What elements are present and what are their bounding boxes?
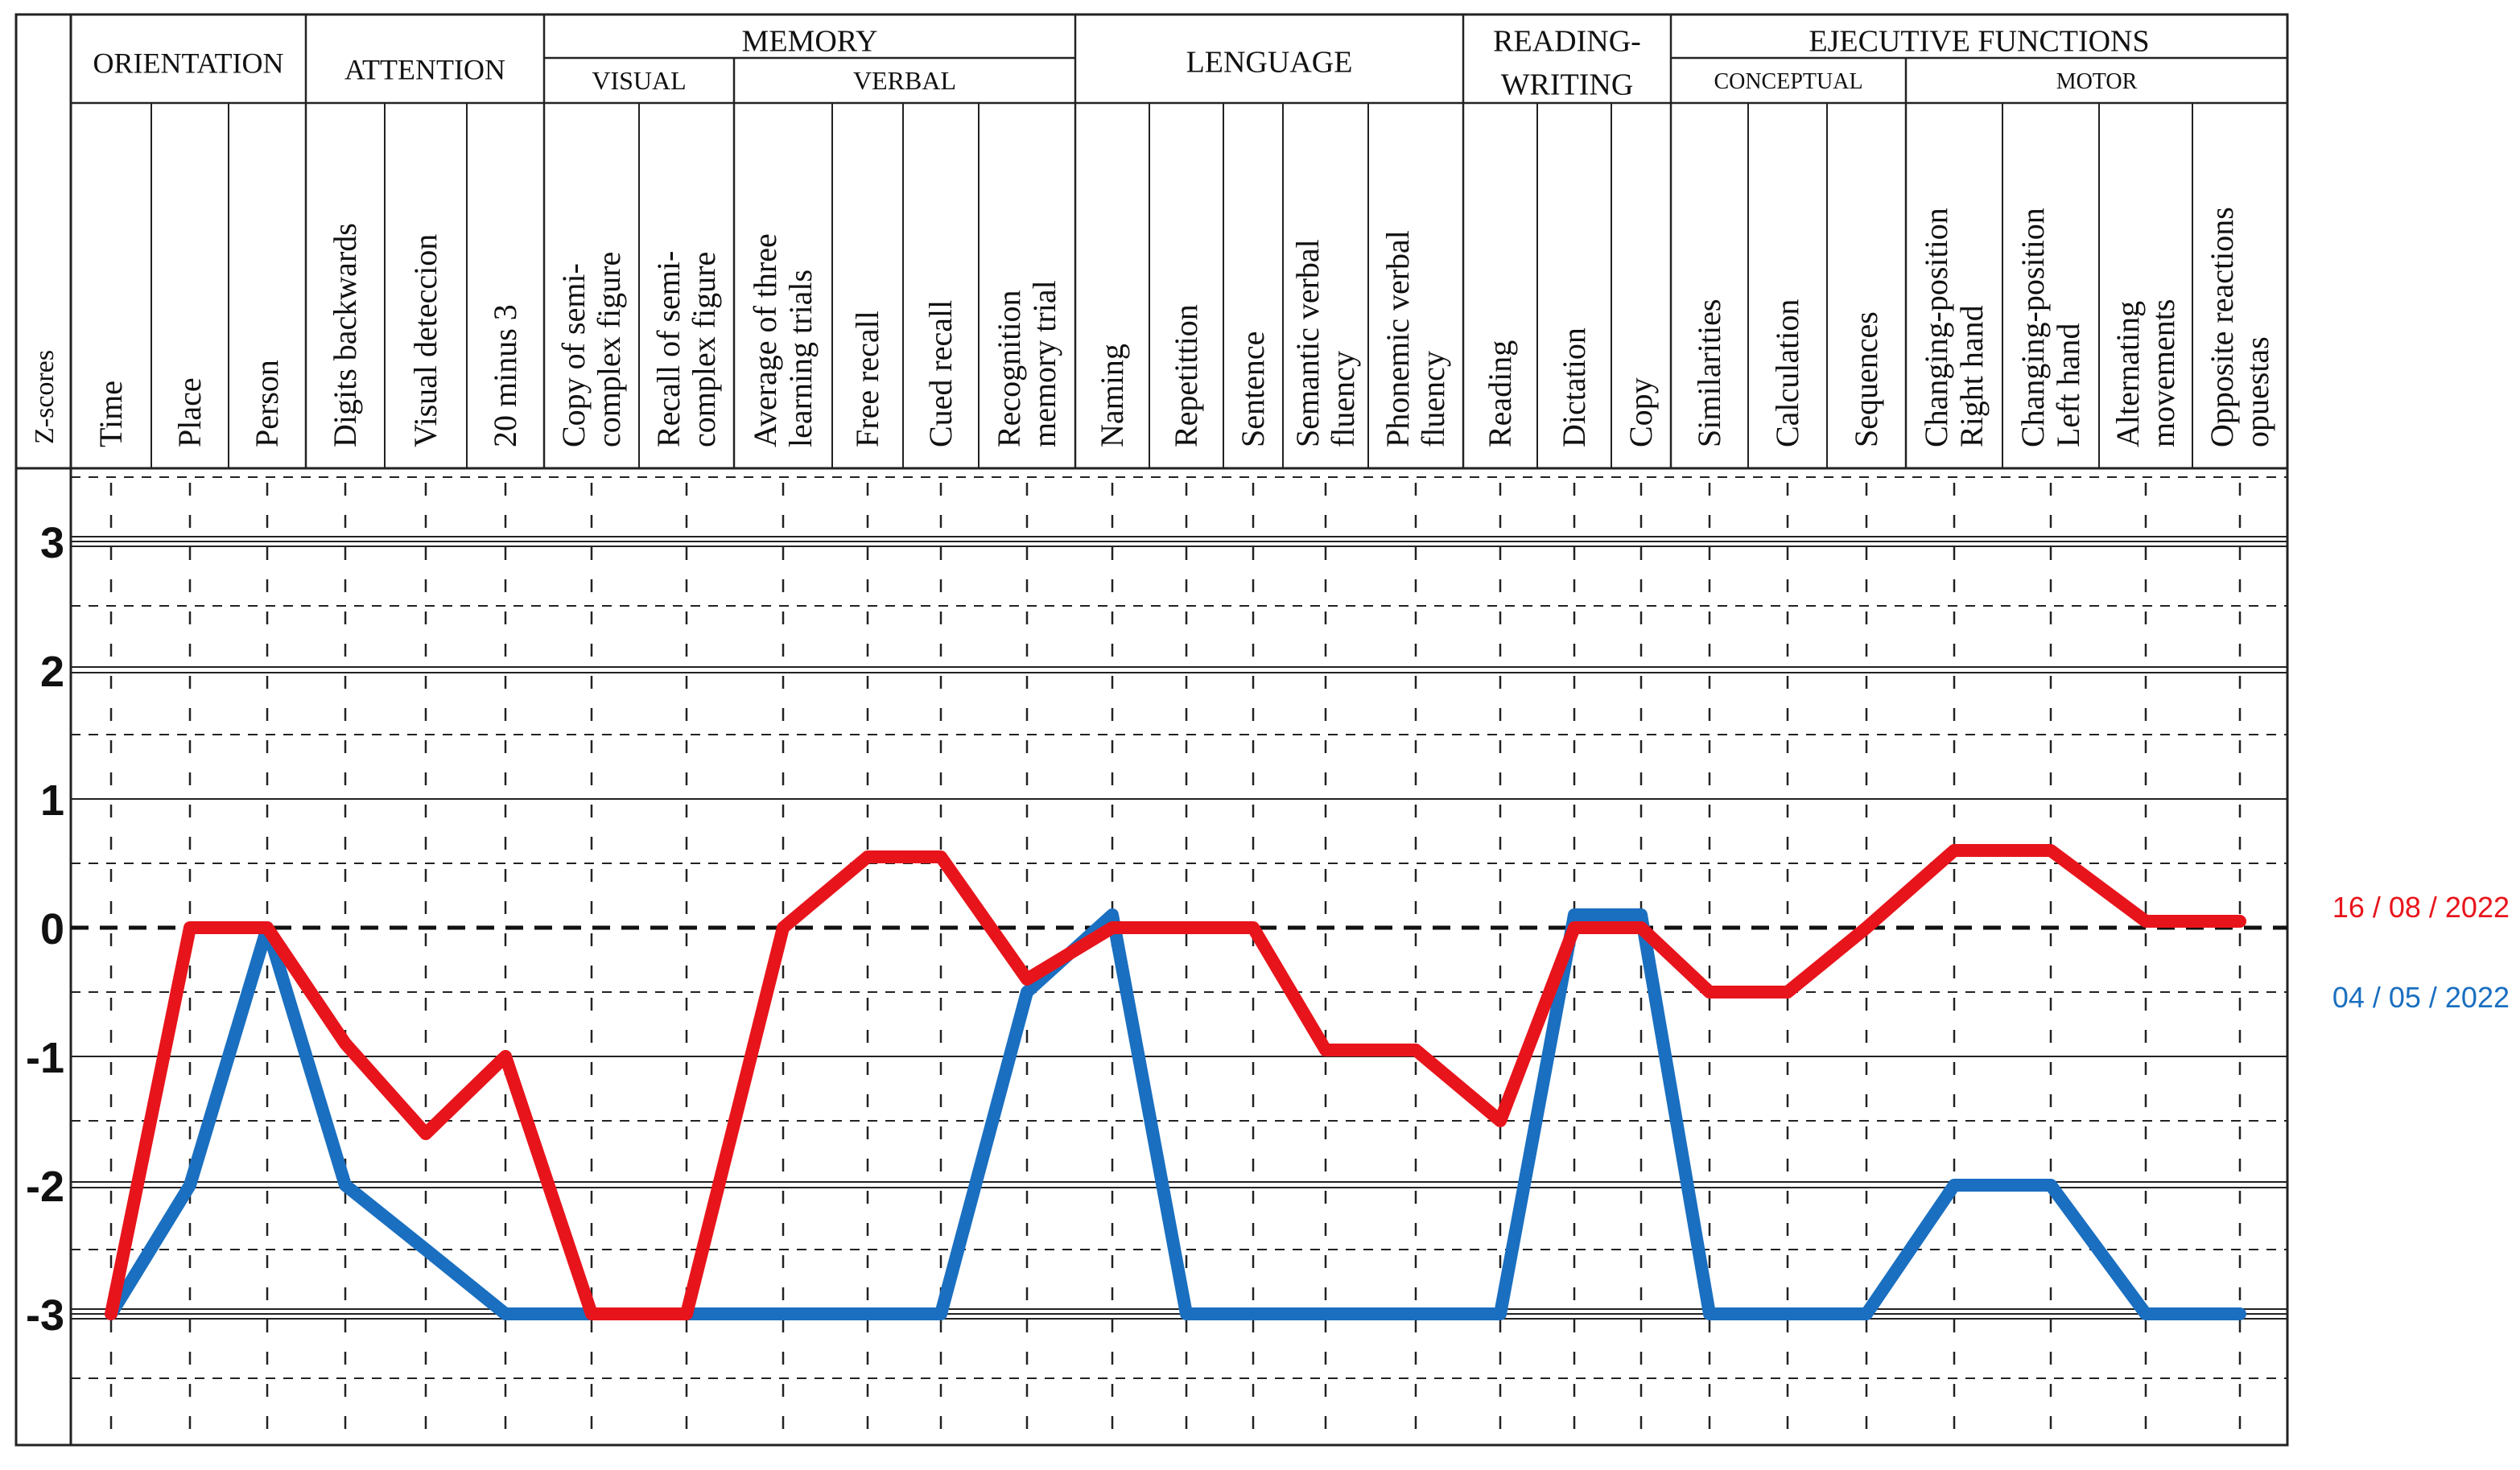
category-label: Changing-position xyxy=(2015,208,2051,447)
category-label: Naming xyxy=(1094,344,1130,447)
legend-entry: 16 / 08 / 2022 xyxy=(2332,891,2510,924)
category-label: Semantic verbal xyxy=(1289,239,1326,447)
category-label: Visual deteccion xyxy=(407,234,443,447)
series-layer xyxy=(105,844,2246,1320)
series-line-0 xyxy=(105,844,2246,1320)
category-label: Free recall xyxy=(849,311,885,447)
y-tick-label: 0 xyxy=(40,905,64,953)
group-label: READING- xyxy=(1493,24,1641,58)
category-label: Reading xyxy=(1482,340,1518,447)
y-tick-label: -1 xyxy=(26,1034,64,1082)
category-label: fluency xyxy=(1325,351,1361,447)
category-label: Calculation xyxy=(1769,299,1805,447)
category-label: Cued recall xyxy=(922,300,959,447)
category-label: Similarities xyxy=(1691,299,1727,447)
category-label: memory trial xyxy=(1026,280,1062,447)
group-label: EJECUTIVE FUNCTIONS xyxy=(1809,24,2149,58)
group-label: ATTENTION xyxy=(344,54,505,86)
category-label: Dictation xyxy=(1556,327,1592,447)
series-line-1 xyxy=(105,908,2246,1320)
y-axis-label: Z-scores xyxy=(30,350,60,444)
subgroup-label: MOTOR xyxy=(2056,69,2138,94)
y-tick-label: -2 xyxy=(26,1163,64,1211)
category-label: Recall of semi- xyxy=(650,251,687,447)
category-label: Sequences xyxy=(1848,311,1884,447)
subgroup-label: VERBAL xyxy=(853,66,956,95)
category-label: Time xyxy=(93,381,129,447)
category-label: Left hand xyxy=(2050,323,2086,447)
category-label: Copy of semi- xyxy=(555,263,592,447)
category-label: fluency xyxy=(1415,351,1451,447)
y-tick-label: 1 xyxy=(40,776,64,825)
category-label: opuestas xyxy=(2239,336,2275,447)
group-label: ORIENTATION xyxy=(93,47,283,80)
y-tick-label: 3 xyxy=(40,519,64,567)
legend-layer: 16 / 08 / 2022 04 / 05 / 2022 xyxy=(2332,891,2510,1014)
header-layer: ORIENTATION ATTENTION MEMORY LENGUAGE READIN… xyxy=(30,24,2275,447)
y-tick-label: -3 xyxy=(26,1291,64,1340)
y-tick-label: 2 xyxy=(40,648,64,696)
category-label: Person xyxy=(249,360,285,447)
category-label: complex figure xyxy=(686,252,722,447)
category-label: Phonemic verbal xyxy=(1380,230,1416,447)
category-label: Copy xyxy=(1623,377,1659,447)
axis-layer: 3 2 1 0 -1 -2 -3 xyxy=(26,519,64,1340)
legend-entry: 04 / 05 / 2022 xyxy=(2332,981,2510,1014)
category-label: Repetittion xyxy=(1168,304,1204,447)
category-label: Changing-position xyxy=(1918,208,1954,447)
subgroup-label: VISUAL xyxy=(592,66,686,95)
category-label: Average of three xyxy=(747,233,783,447)
category-label: Place xyxy=(171,377,208,447)
category-label: movements xyxy=(2145,299,2181,447)
category-label: 20 minus 3 xyxy=(487,304,523,447)
group-label: MEMORY xyxy=(742,24,878,58)
category-label: Right hand xyxy=(1953,305,1990,447)
category-label: Recognition xyxy=(991,290,1027,447)
category-label: Alternating xyxy=(2110,301,2146,447)
group-label: LENGUAGE xyxy=(1186,45,1353,79)
grid-layer xyxy=(14,13,2289,1447)
subgroup-label: CONCEPTUAL xyxy=(1714,69,1862,94)
category-label: Sentence xyxy=(1235,331,1271,447)
category-label: complex figure xyxy=(591,252,627,447)
category-label: Digits backwards xyxy=(327,223,363,447)
chart-frame xyxy=(14,13,2289,1447)
category-label: learning trials xyxy=(782,270,819,447)
group-label: WRITING xyxy=(1501,68,1634,101)
category-label: Opposite reactions xyxy=(2204,207,2240,447)
